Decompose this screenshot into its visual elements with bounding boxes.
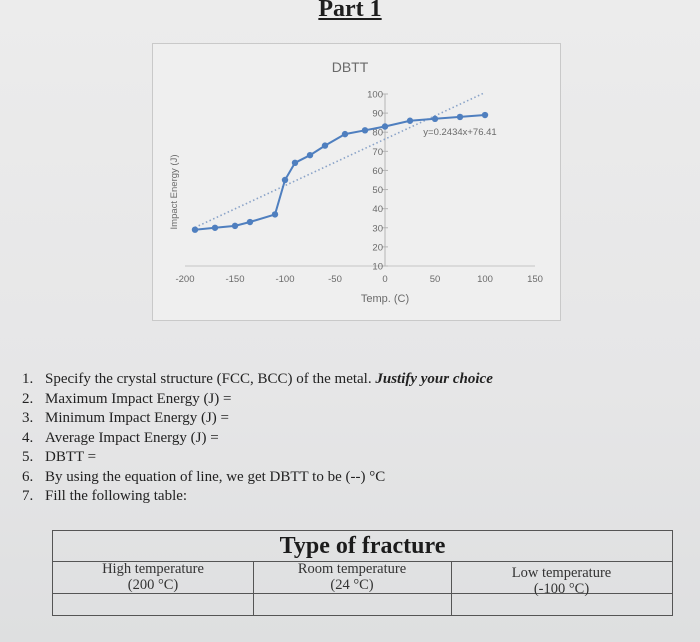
question-text: Specify the crystal structure (FCC, BCC)… <box>45 371 376 387</box>
question-text: Minimum Impact Energy (J) = <box>45 410 229 426</box>
x-tick-label: 50 <box>430 274 441 285</box>
question-text: Average Impact Energy (J) = <box>45 429 219 446</box>
question-item: 4. Average Impact Energy (J) = <box>22 429 622 449</box>
question-number: 3. <box>22 410 34 426</box>
question-item: 7. Fill the following table: <box>22 487 622 507</box>
cell-sub: (24 °C) <box>330 577 374 593</box>
y-tick-label: 90 <box>372 109 383 120</box>
question-text: Fill the following table: <box>45 488 188 504</box>
cell-label: Room temperature <box>297 561 407 577</box>
data-point <box>231 222 239 230</box>
table-cell-room-temperature: Room temperature (24 °C) <box>253 561 451 593</box>
cell-label: High temperature <box>102 561 204 577</box>
data-point <box>431 115 439 123</box>
table-divider <box>253 561 254 615</box>
question-list: 1. Specify the crystal structure (FCC, BC… <box>22 370 622 507</box>
part-heading: Part 1 <box>318 0 382 22</box>
question-number: 5. <box>22 449 34 465</box>
question-text: DBTT = <box>45 449 97 465</box>
question-emphasis: Justify your choice <box>375 371 493 387</box>
table-divider <box>53 561 672 562</box>
y-tick-label: 10 <box>372 262 383 273</box>
data-point <box>306 151 314 159</box>
data-point <box>481 111 489 119</box>
data-point <box>321 142 329 149</box>
question-number: 7. <box>22 488 34 504</box>
table-divider <box>53 593 672 594</box>
data-point <box>341 130 349 138</box>
question-item: 6. By using the equation of line, we get … <box>22 468 622 488</box>
x-tick-label: -100 <box>275 274 294 285</box>
data-point <box>246 218 254 226</box>
chart-canvas: DBTT 100 90 80 70 60 50 40 30 20 10 -200 -150 -100 -50… <box>169 59 543 305</box>
trendline <box>194 91 486 229</box>
question-item: 1. Specify the crystal structure (FCC, BC… <box>22 370 622 390</box>
data-point <box>406 117 414 124</box>
question-item: 3. Minimum Impact Energy (J) = <box>22 409 622 429</box>
trendline-equation-label: y=0.2434x+76.41 <box>423 127 496 138</box>
data-point <box>381 123 389 130</box>
y-tick-label: 30 <box>372 223 383 234</box>
data-point <box>211 224 219 231</box>
series-line <box>194 114 486 231</box>
table-divider <box>451 561 452 615</box>
x-axis-label: Temp. (C) <box>361 293 409 305</box>
data-point <box>456 113 464 121</box>
y-tick-label: 70 <box>372 147 383 158</box>
y-tick-label: 40 <box>372 204 383 215</box>
fracture-table: Type of fracture High temperature (200 °… <box>52 530 673 616</box>
dbtt-chart: DBTT 100 90 80 70 60 50 40 30 20 10 -200 -150 -100 -50… <box>152 43 561 321</box>
data-point <box>361 127 369 134</box>
question-text: By using the equation of line, we get DB… <box>45 468 386 485</box>
x-tick-label: -150 <box>225 274 244 285</box>
data-point <box>291 159 299 166</box>
y-tick-label: 80 <box>372 128 383 139</box>
y-axis-label: Impact Energy (J) <box>169 155 180 230</box>
data-point <box>281 176 289 184</box>
data-point <box>271 211 279 218</box>
y-tick-label: 100 <box>367 90 383 101</box>
question-text: Maximum Impact Energy (J) = <box>45 390 232 407</box>
cell-sub: (200 °C) <box>127 577 179 593</box>
x-tick-label: 0 <box>382 274 387 285</box>
table-cell-high-temperature: High temperature (200 °C) <box>53 561 253 593</box>
question-number: 4. <box>22 429 34 446</box>
table-cell-low-temperature: Low temperature (-100 °C) <box>451 565 672 597</box>
x-tick-label: -200 <box>175 274 194 285</box>
cell-sub: (-100 °C) <box>533 581 590 597</box>
question-number: 1. <box>22 371 34 387</box>
x-tick-label: -50 <box>328 274 342 285</box>
question-number: 6. <box>22 468 34 485</box>
cell-label: Low temperature <box>511 565 612 581</box>
x-tick-label: 150 <box>527 274 543 285</box>
question-number: 2. <box>22 390 34 407</box>
question-item: 2. Maximum Impact Energy (J) = <box>22 390 622 410</box>
chart-title: DBTT <box>332 59 369 75</box>
question-item: 5. DBTT = <box>22 448 622 468</box>
x-tick-label: 100 <box>477 274 493 285</box>
table-title: Type of fracture <box>279 533 446 559</box>
y-tick-label: 20 <box>372 242 383 253</box>
y-tick-label: 50 <box>372 185 383 196</box>
data-point <box>191 226 199 233</box>
y-tick-label: 60 <box>372 166 383 177</box>
